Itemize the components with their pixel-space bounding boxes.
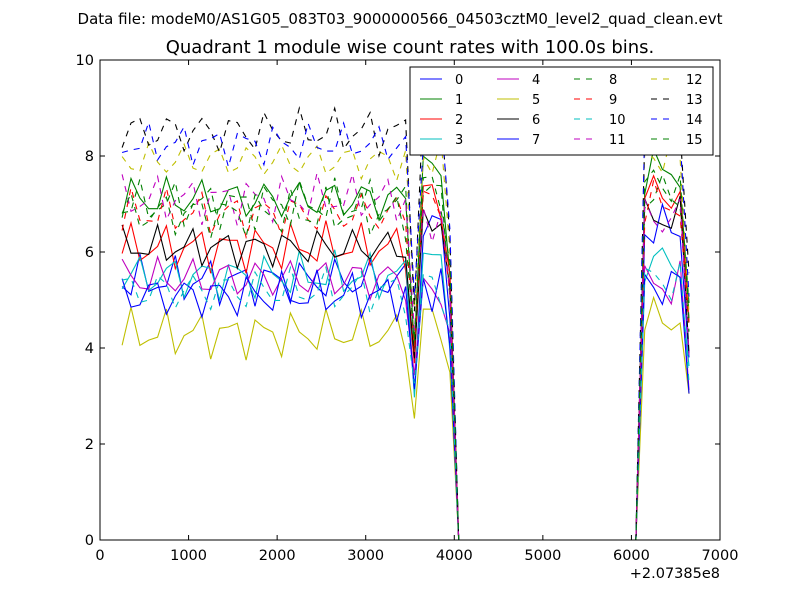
- series-line-12: [121, 133, 690, 540]
- legend-label-13: 13: [686, 93, 703, 108]
- x-tick-label: 6000: [613, 548, 650, 564]
- legend-label-3: 3: [455, 133, 463, 148]
- legend-label-15: 15: [686, 133, 703, 148]
- series-line-7: [121, 268, 690, 540]
- x-tick-label: 5000: [524, 548, 561, 564]
- y-tick-label: 6: [85, 245, 94, 261]
- y-tick-label: 0: [85, 533, 94, 549]
- series-line-5: [121, 295, 690, 540]
- x-tick-label: 3000: [347, 548, 384, 564]
- series-line-1: [121, 147, 690, 540]
- y-tick-label: 10: [76, 53, 94, 69]
- x-tick-label: 0: [95, 548, 104, 564]
- x-tick-label: 7000: [702, 548, 739, 564]
- series-line-4: [121, 254, 690, 540]
- legend-box: [409, 66, 714, 156]
- series-line-13: [121, 99, 690, 540]
- y-tick-label: 8: [85, 149, 94, 165]
- chart-title: Quadrant 1 module wise count rates with …: [166, 37, 655, 58]
- figure-suptitle: Data file: modeM0/AS1G05_083T03_90000005…: [78, 10, 723, 29]
- legend-label-12: 12: [686, 73, 703, 88]
- legend-label-11: 11: [609, 133, 626, 148]
- legend-label-9: 9: [609, 93, 617, 108]
- y-tick-label: 2: [85, 437, 94, 453]
- series-layer: [121, 99, 690, 540]
- x-tick-label: 4000: [436, 548, 473, 564]
- series-line-2: [121, 174, 690, 540]
- legend-label-8: 8: [609, 73, 617, 88]
- x-offset-label: +2.07385e8: [630, 566, 720, 582]
- legend-label-5: 5: [532, 93, 540, 108]
- x-tick-label: 2000: [259, 548, 296, 564]
- legend-label-6: 6: [532, 113, 540, 128]
- legend-label-1: 1: [455, 93, 463, 108]
- series-line-6: [121, 195, 690, 540]
- x-tick-label: 1000: [170, 548, 207, 564]
- series-line-14: [121, 106, 690, 540]
- legend-label-10: 10: [609, 113, 626, 128]
- y-tick-label: 4: [85, 341, 94, 357]
- axes-frame: [99, 59, 721, 541]
- legend-label-7: 7: [532, 133, 540, 148]
- legend-label-2: 2: [455, 113, 463, 128]
- legend-label-0: 0: [455, 73, 463, 88]
- legend-label-4: 4: [532, 73, 540, 88]
- legend-label-14: 14: [686, 113, 703, 128]
- series-line-15: [121, 169, 690, 540]
